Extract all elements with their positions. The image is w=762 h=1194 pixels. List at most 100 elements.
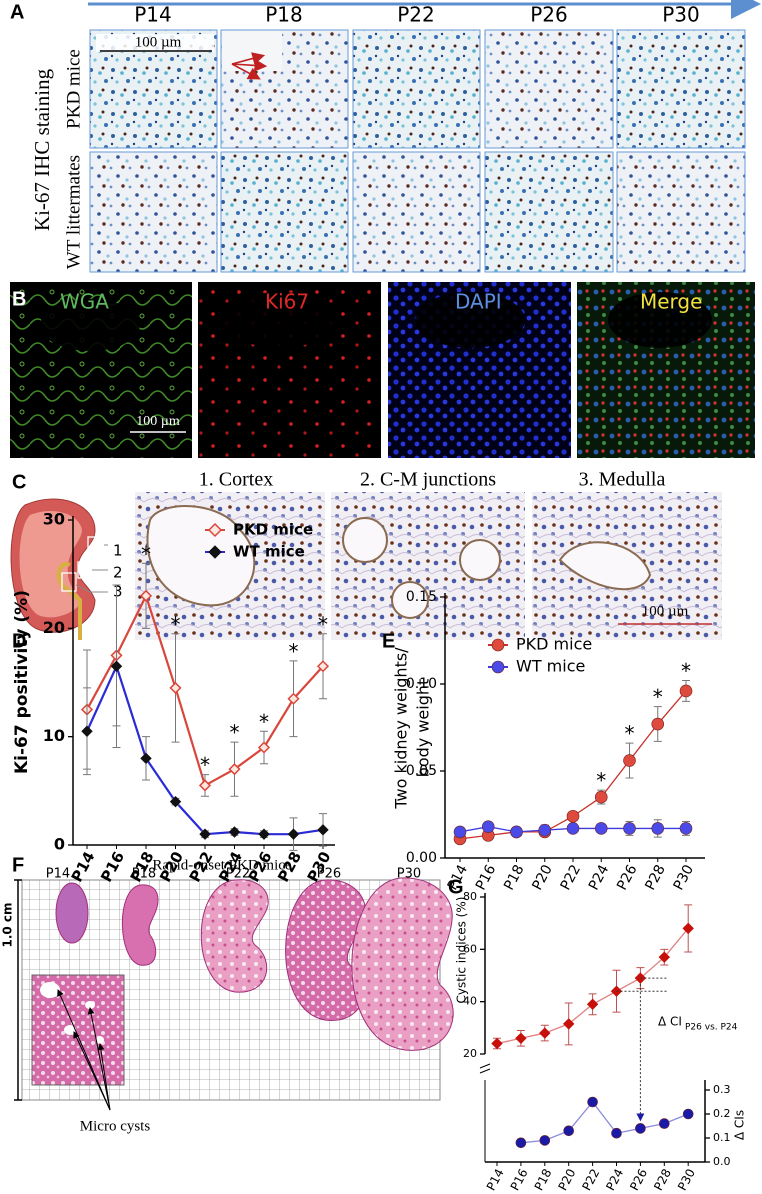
marker bbox=[562, 1018, 575, 1030]
marker bbox=[679, 822, 693, 835]
y-tick-label: 0.15 bbox=[406, 589, 437, 605]
y-tick-label: 0.05 bbox=[406, 763, 437, 779]
x-tick-label: P28 bbox=[642, 862, 668, 893]
marker bbox=[317, 824, 329, 836]
x-tick-label: P30 bbox=[671, 862, 697, 893]
y-tick-label: 20 bbox=[43, 618, 65, 637]
x-tick-label: P22 bbox=[579, 1166, 602, 1192]
marker bbox=[679, 684, 693, 698]
marker bbox=[658, 951, 671, 963]
scale-label: 100 µm bbox=[136, 414, 180, 429]
scale-label: 1.0 cm bbox=[1, 902, 15, 947]
marker bbox=[623, 822, 636, 835]
marker bbox=[453, 825, 467, 839]
x-tick-label: P24 bbox=[586, 862, 612, 893]
scale-label: 100 µm bbox=[642, 603, 689, 619]
marker bbox=[635, 1123, 646, 1134]
marker bbox=[169, 795, 182, 808]
region-label: 2. C-M junctions bbox=[360, 469, 496, 491]
marker bbox=[207, 522, 223, 538]
timepoint-label: P26 bbox=[317, 867, 341, 882]
marker bbox=[316, 660, 330, 673]
legend-label: WT mice bbox=[516, 657, 585, 676]
x-tick-label: P14 bbox=[445, 862, 471, 893]
annotation: Δ CI bbox=[658, 1015, 682, 1029]
marker bbox=[140, 752, 152, 765]
x-tick-label: P26 bbox=[627, 1166, 650, 1192]
significance: * bbox=[289, 639, 299, 663]
significance: * bbox=[318, 612, 328, 636]
significance: * bbox=[141, 542, 151, 566]
tubules bbox=[146, 505, 652, 619]
timepoint-label: P22 bbox=[226, 867, 250, 882]
timepoint-label: P14 bbox=[46, 867, 70, 882]
marker bbox=[651, 717, 665, 731]
y-tick-label: 0 bbox=[54, 835, 65, 854]
panel-label: B bbox=[12, 288, 26, 310]
lumen bbox=[40, 292, 712, 351]
timepoint-label: P18 bbox=[132, 867, 156, 882]
x-tick-label: P16 bbox=[508, 1166, 531, 1192]
inset-label: Micro cysts bbox=[80, 1118, 151, 1134]
ihc-images bbox=[89, 29, 746, 273]
timepoint-label: P30 bbox=[662, 3, 700, 27]
marker bbox=[228, 826, 241, 838]
significance: * bbox=[681, 659, 691, 683]
significance: * bbox=[230, 721, 240, 745]
marker bbox=[258, 828, 270, 840]
panel-label: A bbox=[10, 1, 24, 23]
y-tick-label: 10 bbox=[43, 726, 65, 745]
legend-label: PKD mice bbox=[233, 521, 313, 539]
channel-label: WGA bbox=[60, 290, 109, 314]
significance: * bbox=[596, 769, 606, 793]
marker bbox=[81, 725, 93, 737]
marker bbox=[287, 828, 300, 840]
marker bbox=[510, 825, 523, 839]
marker bbox=[287, 692, 300, 705]
legend-label: WT mice bbox=[233, 543, 305, 561]
x-tick-label: P14 bbox=[484, 1166, 507, 1192]
side-label: Ki-67 IHC staining bbox=[30, 68, 54, 231]
marker bbox=[491, 638, 505, 652]
y-tick-label: 80 bbox=[463, 890, 477, 903]
y-tick-label: 0.0 bbox=[713, 1155, 731, 1168]
channel-label: Merge bbox=[640, 290, 702, 314]
series-line bbox=[85, 663, 324, 836]
row-label: PKD mice bbox=[63, 49, 84, 129]
marker bbox=[139, 589, 153, 602]
axis-label: Ki-67 positivity (%) bbox=[12, 590, 32, 774]
x-tick-label: P28 bbox=[651, 1166, 674, 1192]
scale-label: 100 µm bbox=[135, 34, 182, 50]
marker bbox=[515, 1032, 527, 1045]
panel-label: D bbox=[12, 630, 26, 652]
x-tick-label: P18 bbox=[501, 862, 527, 893]
marker bbox=[587, 1096, 598, 1108]
marker bbox=[199, 828, 211, 840]
region-label: 3. Medulla bbox=[579, 469, 666, 491]
significance: * bbox=[259, 710, 269, 734]
significance: * bbox=[171, 612, 181, 636]
marker bbox=[110, 660, 123, 672]
scale-bar bbox=[14, 879, 22, 1101]
marker bbox=[539, 1135, 551, 1146]
timepoint-label: P14 bbox=[134, 3, 172, 27]
kidney-label: 2 bbox=[113, 564, 123, 582]
x-tick-label: P18 bbox=[532, 1166, 555, 1192]
axis-label: Two kidney weights/ bbox=[392, 647, 411, 810]
marker bbox=[651, 822, 665, 835]
marker bbox=[208, 545, 222, 559]
kidney-label: 3 bbox=[113, 583, 123, 601]
y-tick-label: 0.00 bbox=[406, 850, 437, 866]
marker bbox=[586, 998, 599, 1010]
kidney-sections bbox=[55, 877, 454, 1051]
marker bbox=[515, 1137, 527, 1149]
channel-label: Ki67 bbox=[265, 290, 309, 314]
x-tick-label: P22 bbox=[558, 862, 584, 893]
y-tick-label: 0.1 bbox=[713, 1131, 731, 1144]
marker bbox=[491, 1037, 503, 1050]
y-tick-label: 0.2 bbox=[713, 1107, 731, 1120]
kidney-illustration bbox=[10, 498, 108, 640]
panel-title: Rapid-onset PKD mice bbox=[152, 857, 291, 873]
timepoint-label: P26 bbox=[530, 3, 568, 27]
